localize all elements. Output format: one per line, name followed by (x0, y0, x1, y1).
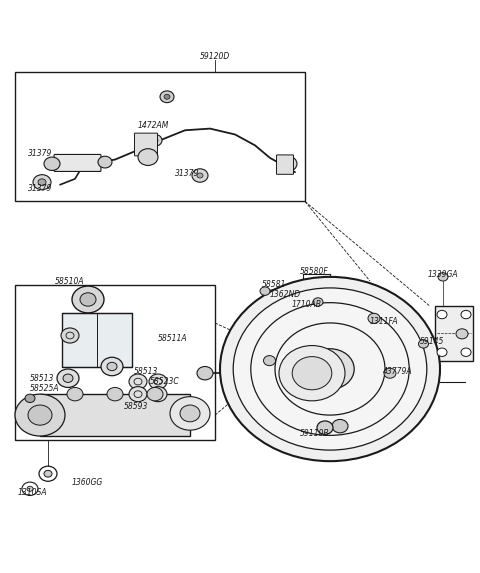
Ellipse shape (192, 169, 208, 182)
Text: 58513: 58513 (134, 367, 158, 376)
Text: 1472AM: 1472AM (138, 121, 169, 129)
Ellipse shape (197, 173, 203, 178)
Ellipse shape (180, 405, 200, 422)
Text: 58593: 58593 (124, 402, 148, 411)
Text: 58510A: 58510A (55, 277, 84, 285)
Ellipse shape (279, 156, 297, 171)
Ellipse shape (129, 387, 147, 402)
Text: 1710AB: 1710AB (292, 300, 322, 309)
Ellipse shape (260, 287, 270, 295)
Ellipse shape (107, 362, 117, 371)
Ellipse shape (28, 405, 52, 425)
Ellipse shape (233, 288, 427, 450)
Ellipse shape (15, 394, 65, 436)
Text: 1310SA: 1310SA (18, 488, 48, 497)
Text: 43779A: 43779A (383, 367, 413, 376)
Text: 59145: 59145 (420, 337, 444, 346)
Ellipse shape (317, 421, 333, 434)
Text: 58580F: 58580F (300, 266, 329, 276)
FancyBboxPatch shape (54, 155, 101, 171)
Text: 58581: 58581 (262, 280, 287, 289)
FancyBboxPatch shape (276, 155, 293, 174)
Bar (72, 158, 90, 164)
Text: 58513: 58513 (30, 374, 54, 383)
Text: 58525A: 58525A (30, 384, 60, 393)
Ellipse shape (80, 293, 96, 306)
Ellipse shape (197, 367, 213, 380)
Text: 31379: 31379 (28, 149, 52, 158)
Ellipse shape (170, 397, 210, 430)
Ellipse shape (461, 311, 471, 319)
Text: 59120D: 59120D (200, 52, 230, 61)
Ellipse shape (147, 387, 163, 401)
Ellipse shape (284, 160, 292, 167)
Ellipse shape (149, 387, 167, 402)
Text: 1360GG: 1360GG (72, 478, 103, 486)
Ellipse shape (25, 394, 35, 402)
Ellipse shape (264, 356, 276, 366)
Text: 59110B: 59110B (300, 429, 330, 438)
Ellipse shape (138, 149, 158, 166)
Ellipse shape (437, 311, 447, 319)
Ellipse shape (67, 387, 83, 401)
Ellipse shape (27, 486, 33, 491)
Ellipse shape (368, 313, 380, 323)
Bar (40, 394, 190, 436)
Ellipse shape (313, 298, 323, 306)
Text: 58523C: 58523C (150, 377, 180, 386)
Ellipse shape (72, 286, 104, 313)
Ellipse shape (33, 175, 51, 190)
Ellipse shape (332, 419, 348, 433)
Bar (15, 72, 305, 202)
Text: 58511A: 58511A (158, 333, 188, 343)
Ellipse shape (461, 348, 471, 356)
Bar (62, 313, 132, 367)
Ellipse shape (98, 156, 112, 168)
Ellipse shape (419, 340, 429, 348)
Ellipse shape (384, 368, 396, 378)
Ellipse shape (44, 157, 60, 171)
Text: 1339GA: 1339GA (428, 270, 458, 279)
Ellipse shape (57, 369, 79, 387)
Ellipse shape (107, 387, 123, 401)
Ellipse shape (456, 329, 468, 339)
Ellipse shape (438, 273, 448, 281)
Text: 1362ND: 1362ND (270, 290, 301, 299)
Ellipse shape (160, 91, 174, 103)
Ellipse shape (437, 348, 447, 356)
Ellipse shape (279, 346, 345, 401)
Text: 31379: 31379 (175, 170, 199, 178)
Text: 31379: 31379 (28, 185, 52, 194)
Ellipse shape (44, 470, 52, 477)
Ellipse shape (306, 349, 354, 389)
Ellipse shape (63, 374, 73, 382)
Ellipse shape (152, 138, 158, 143)
Text: 1311FA: 1311FA (370, 317, 398, 326)
Ellipse shape (129, 374, 147, 389)
Bar (15, 285, 215, 440)
Ellipse shape (149, 374, 167, 389)
FancyBboxPatch shape (134, 133, 157, 156)
Ellipse shape (38, 179, 46, 186)
Ellipse shape (101, 358, 123, 376)
Ellipse shape (220, 277, 440, 461)
Ellipse shape (61, 328, 79, 343)
Ellipse shape (292, 356, 332, 390)
Bar (435, 306, 473, 360)
Ellipse shape (164, 94, 170, 99)
Ellipse shape (148, 135, 162, 146)
